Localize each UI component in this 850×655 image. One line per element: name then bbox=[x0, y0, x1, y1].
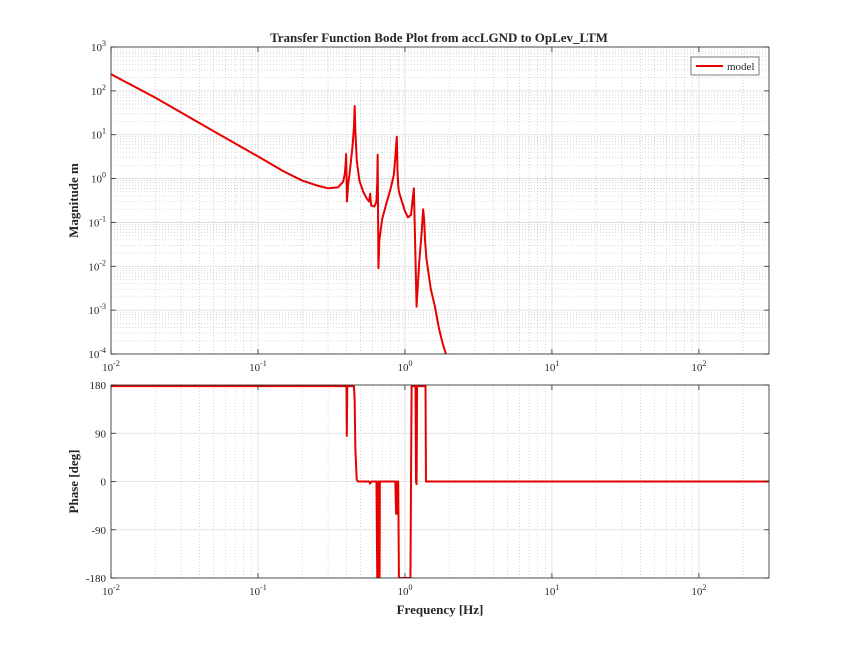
magnitude-y-tick-label: 10-4 bbox=[88, 346, 106, 361]
phase-y-tick-label: -90 bbox=[91, 525, 106, 537]
magnitude-y-axis-title: Magnitude m bbox=[66, 163, 81, 238]
phase-y-tick-label: 180 bbox=[90, 380, 107, 392]
phase-x-tick-label: 101 bbox=[544, 583, 559, 598]
magnitude-y-tick-label: 10-1 bbox=[88, 214, 106, 229]
phase-x-tick-label: 102 bbox=[691, 583, 706, 598]
magnitude-y-tick-label: 100 bbox=[91, 171, 106, 186]
magnitude-legend: model bbox=[691, 57, 759, 75]
magnitude-x-tick-label: 10-2 bbox=[102, 359, 120, 374]
phase-x-tick-label: 10-1 bbox=[249, 583, 267, 598]
magnitude-y-tick-label: 102 bbox=[91, 83, 106, 98]
phase-y-axis-title: Phase [deg] bbox=[66, 450, 81, 514]
magnitude-x-tick-label: 100 bbox=[397, 359, 412, 374]
phase-x-tick-label: 10-2 bbox=[102, 583, 120, 598]
phase-x-tick-label: 100 bbox=[397, 583, 412, 598]
magnitude-y-tick-label: 103 bbox=[91, 39, 106, 54]
magnitude-plot-area bbox=[111, 47, 769, 354]
magnitude-x-tick-label: 10-1 bbox=[249, 359, 267, 374]
magnitude-x-tick-label: 101 bbox=[544, 359, 559, 374]
phase-y-tick-label: 0 bbox=[101, 477, 107, 489]
magnitude-y-tick-label: 101 bbox=[91, 127, 106, 142]
magnitude-y-tick-label: 10-3 bbox=[88, 302, 106, 317]
phase-x-axis-title: Frequency [Hz] bbox=[397, 602, 484, 617]
magnitude-y-tick-label: 10-2 bbox=[88, 258, 106, 273]
phase-y-tick-label: 90 bbox=[95, 428, 107, 440]
magnitude-legend-label: model bbox=[727, 61, 755, 73]
magnitude-x-tick-label: 102 bbox=[691, 359, 706, 374]
chart-title: Transfer Function Bode Plot from accLGND… bbox=[270, 30, 608, 45]
phase-y-tick-label: -180 bbox=[86, 573, 107, 585]
